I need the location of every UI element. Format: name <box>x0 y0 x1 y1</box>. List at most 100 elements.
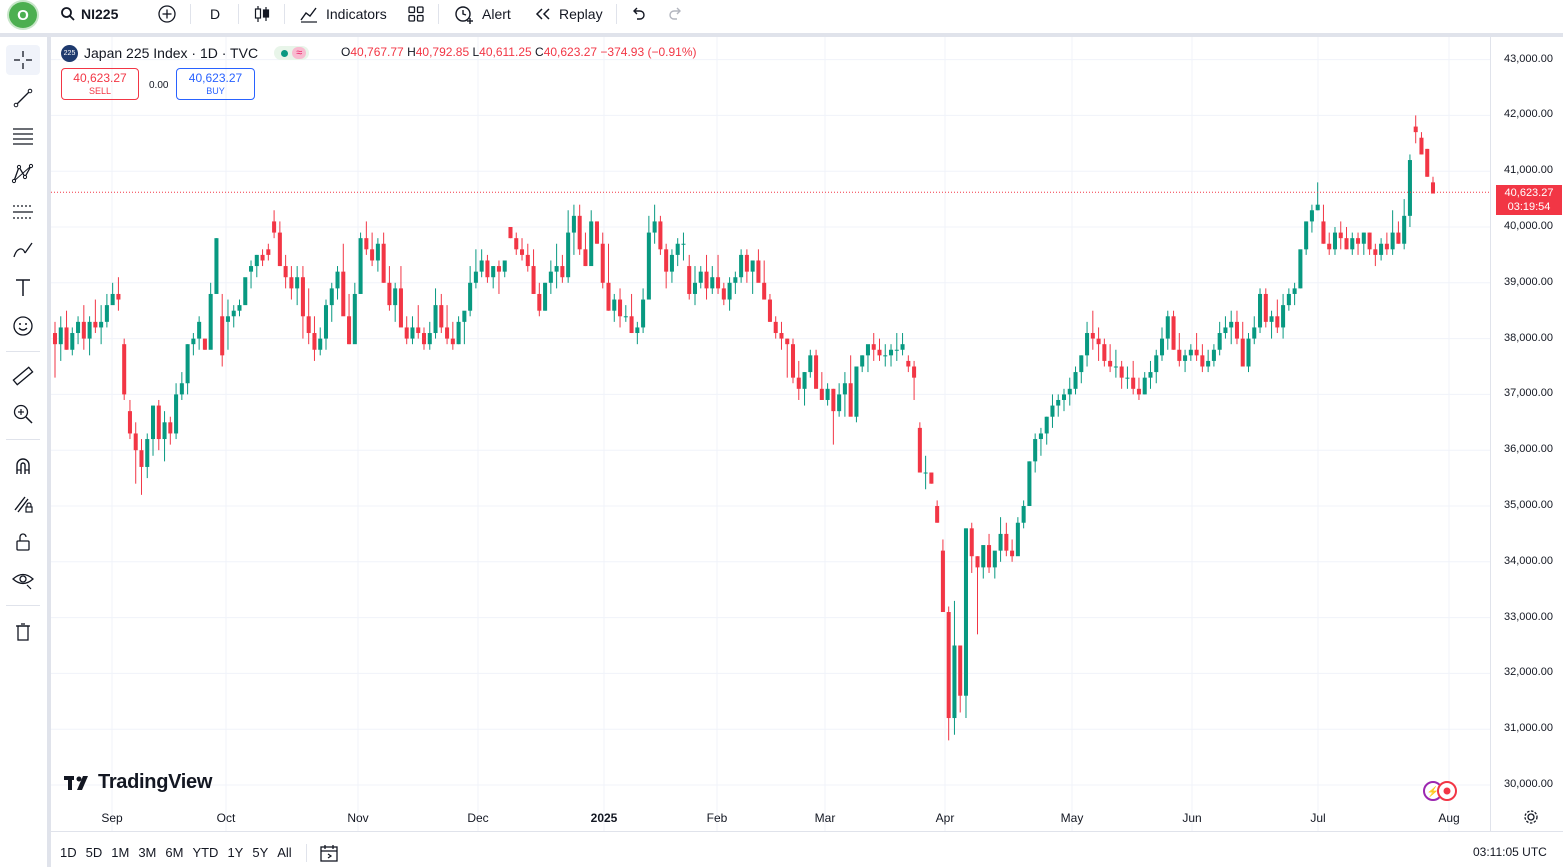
candle-body <box>779 333 784 339</box>
candle-body <box>243 277 248 306</box>
utc-clock[interactable]: 03:11:05 UTC <box>1473 845 1547 859</box>
lock-open-icon <box>16 533 30 551</box>
emoji-tool[interactable] <box>6 311 40 341</box>
candle-body <box>1050 405 1055 417</box>
price-axis-border <box>1490 37 1491 831</box>
candle-body <box>1298 249 1303 289</box>
candle-body <box>1096 338 1101 345</box>
candle <box>1384 232 1389 255</box>
replay-button[interactable]: Replay <box>534 0 603 27</box>
candle-body <box>323 305 329 339</box>
candle-body <box>860 355 865 367</box>
candle-body <box>854 366 859 417</box>
range-button-1y[interactable]: 1Y <box>227 845 244 860</box>
separator <box>616 4 617 24</box>
candle-body <box>900 344 905 350</box>
range-button-1d[interactable]: 1D <box>60 845 77 860</box>
candle-body <box>162 422 167 440</box>
price-tick-label: 37,000.00 <box>1504 387 1553 400</box>
time-tick-label: May <box>1060 811 1084 825</box>
lock-all-tool[interactable] <box>6 527 40 557</box>
forecast-tool[interactable] <box>6 197 40 227</box>
candle-body <box>963 528 968 696</box>
candle <box>387 266 392 311</box>
compare-button[interactable] <box>157 0 177 27</box>
candle-body <box>87 321 92 339</box>
candle <box>1286 288 1291 311</box>
text-tool[interactable] <box>6 273 40 303</box>
range-button-6m[interactable]: 6M <box>165 845 184 860</box>
undo-button[interactable] <box>629 0 647 27</box>
candle <box>104 293 109 328</box>
hide-drawings-tool[interactable] <box>6 565 40 595</box>
range-button-5y[interactable]: 5Y <box>252 845 269 860</box>
range-buttons: 1D 5D 1M 3M 6M YTD 1Y 5Y All <box>51 845 292 860</box>
settings-gear-button[interactable] <box>1523 809 1539 830</box>
trend-line-tool[interactable] <box>6 83 40 113</box>
candle-body <box>727 282 732 300</box>
candle <box>381 232 386 283</box>
templates-button[interactable] <box>407 0 425 27</box>
symbol-search[interactable]: NI225 <box>60 0 118 27</box>
candle-body <box>1217 333 1222 350</box>
range-button-5d[interactable]: 5D <box>85 845 103 860</box>
events-icons[interactable]: ⚡ <box>1422 780 1458 802</box>
candle <box>1390 210 1395 255</box>
candle <box>110 282 115 306</box>
alert-button[interactable]: Alert <box>453 0 511 27</box>
magnet-icon <box>16 458 30 474</box>
candle <box>329 282 334 322</box>
candle <box>318 327 323 356</box>
candle <box>508 227 513 239</box>
candle-body <box>1246 338 1251 367</box>
candle-body <box>704 271 709 289</box>
zoom-tool[interactable] <box>6 399 40 429</box>
magnet-tool[interactable] <box>6 451 40 481</box>
plus-circle-icon <box>158 4 176 23</box>
range-button-ytd[interactable]: YTD <box>192 845 219 860</box>
crosshair-tool[interactable] <box>6 45 40 75</box>
candle <box>208 282 213 350</box>
brush-tool[interactable] <box>6 235 40 265</box>
indicators-button[interactable]: Indicators <box>299 0 387 27</box>
range-button-3m[interactable]: 3M <box>138 845 157 860</box>
earnings-icon <box>1437 781 1457 801</box>
pattern-tool[interactable] <box>6 159 40 189</box>
candle-body <box>646 232 651 300</box>
chart-type-button[interactable] <box>253 0 271 27</box>
candle-body <box>254 254 259 267</box>
zoom-in-icon <box>13 404 33 424</box>
fib-tool[interactable] <box>6 121 40 151</box>
candle <box>1234 310 1239 345</box>
alarm-clock-icon <box>455 5 473 24</box>
candle <box>162 411 167 462</box>
buy-button[interactable]: 40,623.27 BUY <box>176 68 255 100</box>
candle-body <box>750 260 755 272</box>
interval-button[interactable]: D <box>210 0 220 27</box>
calendar-icon[interactable] <box>319 843 339 863</box>
redo-button[interactable] <box>667 0 685 27</box>
candle <box>940 539 945 613</box>
candle <box>894 333 899 361</box>
lock-drawing-tool[interactable] <box>6 489 40 519</box>
candle-body <box>635 327 640 334</box>
symbol-legend[interactable]: 225 Japan 225 Index · 1D · TVC ≈ <box>61 44 310 62</box>
time-tick-label: 2025 <box>590 811 618 825</box>
measure-tool[interactable] <box>6 361 40 391</box>
candle <box>1269 310 1274 339</box>
candle-body <box>1165 316 1170 339</box>
user-avatar[interactable]: O <box>9 2 37 28</box>
tradingview-logo[interactable]: TradingView <box>64 771 212 794</box>
candle <box>1275 299 1280 334</box>
candle <box>1177 333 1182 367</box>
sell-button[interactable]: 40,623.27 SELL <box>61 68 139 100</box>
candle <box>127 399 132 440</box>
candle <box>70 327 75 356</box>
candle-body <box>1309 210 1314 222</box>
delete-tool[interactable] <box>6 617 40 647</box>
range-button-1m[interactable]: 1M <box>111 845 130 860</box>
range-button-all[interactable]: All <box>277 845 292 860</box>
candle <box>254 254 259 278</box>
candle <box>139 439 144 495</box>
